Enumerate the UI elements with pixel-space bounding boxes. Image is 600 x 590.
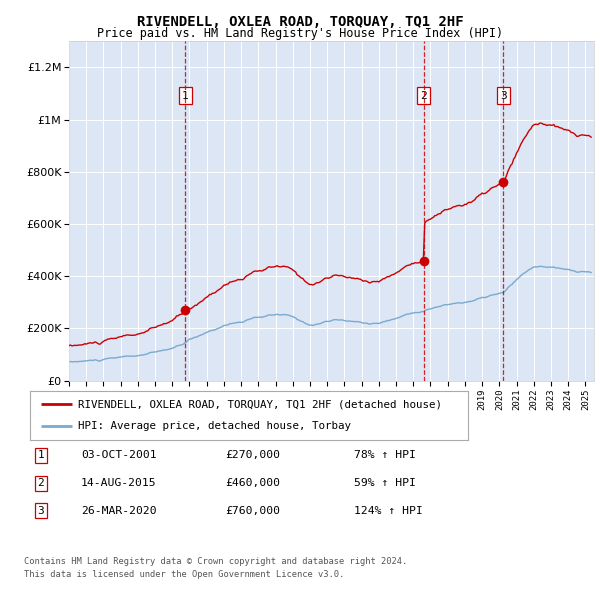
Text: 2: 2 bbox=[421, 91, 427, 100]
Text: 2: 2 bbox=[37, 478, 44, 488]
Text: 03-OCT-2001: 03-OCT-2001 bbox=[81, 451, 157, 460]
Text: 26-MAR-2020: 26-MAR-2020 bbox=[81, 506, 157, 516]
Text: 1: 1 bbox=[182, 91, 188, 100]
Text: Contains HM Land Registry data © Crown copyright and database right 2024.: Contains HM Land Registry data © Crown c… bbox=[24, 557, 407, 566]
Text: 78% ↑ HPI: 78% ↑ HPI bbox=[354, 451, 416, 460]
Text: 14-AUG-2015: 14-AUG-2015 bbox=[81, 478, 157, 488]
Text: 3: 3 bbox=[37, 506, 44, 516]
Text: HPI: Average price, detached house, Torbay: HPI: Average price, detached house, Torb… bbox=[78, 421, 351, 431]
Text: £760,000: £760,000 bbox=[225, 506, 280, 516]
Text: RIVENDELL, OXLEA ROAD, TORQUAY, TQ1 2HF (detached house): RIVENDELL, OXLEA ROAD, TORQUAY, TQ1 2HF … bbox=[78, 399, 442, 409]
Text: 124% ↑ HPI: 124% ↑ HPI bbox=[354, 506, 423, 516]
Text: £270,000: £270,000 bbox=[225, 451, 280, 460]
Text: 59% ↑ HPI: 59% ↑ HPI bbox=[354, 478, 416, 488]
Text: £460,000: £460,000 bbox=[225, 478, 280, 488]
Text: RIVENDELL, OXLEA ROAD, TORQUAY, TQ1 2HF: RIVENDELL, OXLEA ROAD, TORQUAY, TQ1 2HF bbox=[137, 15, 463, 29]
Text: 3: 3 bbox=[500, 91, 506, 100]
Text: 1: 1 bbox=[37, 451, 44, 460]
Text: This data is licensed under the Open Government Licence v3.0.: This data is licensed under the Open Gov… bbox=[24, 570, 344, 579]
Text: Price paid vs. HM Land Registry's House Price Index (HPI): Price paid vs. HM Land Registry's House … bbox=[97, 27, 503, 40]
